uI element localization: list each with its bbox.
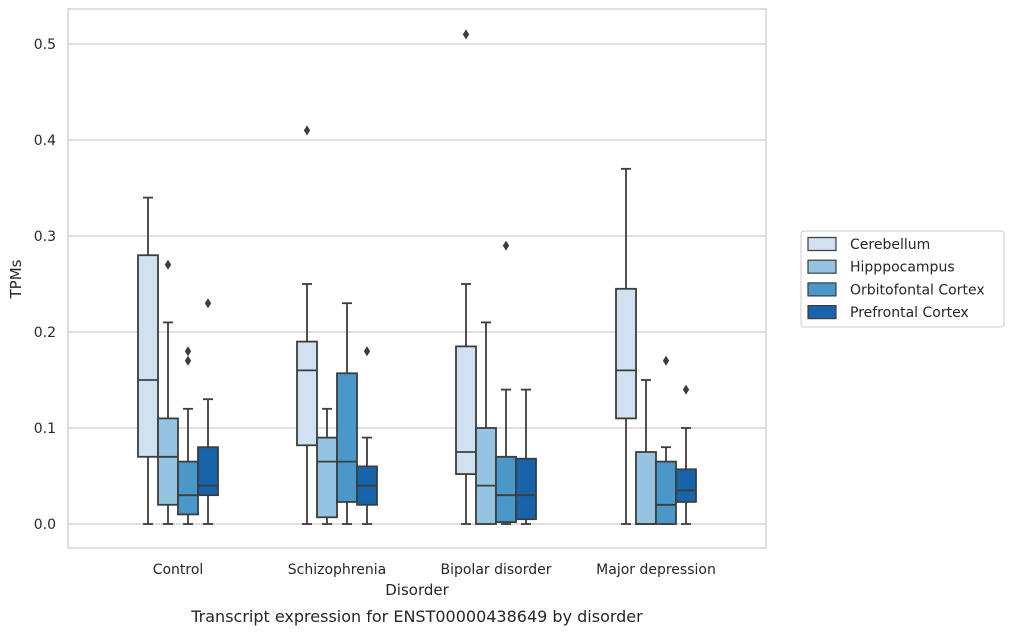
- box-body: [475, 427, 497, 525]
- box-orbitofontal-cortex-2: [495, 240, 517, 525]
- box-body: [635, 451, 657, 525]
- box-body: [336, 372, 358, 503]
- box-prefrontal-cortex-1: [356, 346, 378, 525]
- outlier-point: [184, 346, 192, 357]
- box-orbitofontal-cortex-1: [336, 302, 358, 525]
- box-prefrontal-cortex-3: [675, 384, 697, 525]
- outlier-point: [303, 125, 311, 136]
- box-body: [197, 446, 219, 497]
- x-tick-label: Bipolar disorder: [440, 562, 551, 578]
- box-body: [655, 460, 677, 525]
- outlier-point: [164, 259, 172, 270]
- outlier-point: [502, 240, 510, 251]
- x-axis-ticks: Control Schizophrenia Bipolar disorder Majo…: [153, 562, 716, 578]
- box-cerebellum-0: [137, 196, 159, 525]
- legend-swatch: [807, 259, 837, 274]
- box-body: [296, 340, 318, 447]
- x-tick-label: Major depression: [596, 562, 716, 578]
- box-cerebellum-2: [455, 29, 477, 525]
- box-hipppocampus-0: [157, 259, 179, 525]
- legend-swatch: [807, 282, 837, 297]
- x-tick-label: Schizophrenia: [288, 562, 386, 578]
- x-tick-label: Control: [153, 562, 204, 578]
- y-tick-label: 0.4: [34, 133, 56, 149]
- legend-swatch: [807, 305, 837, 320]
- legend-label: Hipppocampus: [850, 260, 955, 276]
- box-body: [615, 287, 637, 420]
- legend-label: Cerebellum: [850, 237, 930, 253]
- outlier-point: [662, 355, 670, 366]
- box-body: [137, 254, 159, 458]
- y-tick-label: 0.1: [34, 421, 56, 437]
- outlier-point: [204, 298, 212, 309]
- box-body: [177, 460, 199, 516]
- outlier-point: [682, 384, 690, 395]
- box-cerebellum-1: [296, 125, 318, 525]
- y-tick-label: 0.2: [34, 325, 56, 341]
- legend-label: Orbitofontal Cortex: [850, 282, 985, 298]
- box-body: [157, 417, 179, 506]
- box-hipppocampus-3: [635, 379, 657, 525]
- box-body: [316, 436, 338, 519]
- y-tick-label: 0.5: [34, 37, 56, 53]
- box-body: [675, 468, 697, 503]
- boxes: [137, 29, 697, 525]
- figure-caption: Transcript expression for ENST0000043864…: [190, 607, 643, 626]
- box-body: [455, 345, 477, 475]
- y-tick-label: 0.3: [34, 229, 56, 245]
- x-axis-label: Disorder: [385, 581, 449, 599]
- y-axis-label: TPMs: [7, 259, 25, 299]
- outlier-point: [184, 355, 192, 366]
- y-tick-label: 0.0: [34, 517, 56, 533]
- outlier-point: [462, 29, 470, 40]
- box-prefrontal-cortex-2: [515, 388, 537, 525]
- legend-swatch: [807, 236, 837, 252]
- box-orbitofontal-cortex-0: [177, 346, 199, 525]
- box-prefrontal-cortex-0: [197, 298, 219, 525]
- legend-frame: [800, 230, 1005, 328]
- box-orbitofontal-cortex-3: [655, 355, 677, 525]
- box-hipppocampus-1: [316, 407, 338, 525]
- box-cerebellum-3: [615, 167, 637, 525]
- plot-area-frame: [67, 8, 767, 549]
- outlier-point: [363, 346, 371, 357]
- y-axis-ticks: 0.0 0.1 0.2 0.3 0.4 0.5: [34, 37, 56, 533]
- legend: Cerebellum Hipppocampus Orbitofontal Corte…: [800, 230, 1005, 328]
- box-body: [495, 455, 517, 523]
- box-body: [515, 457, 537, 521]
- box-hipppocampus-2: [475, 321, 497, 525]
- legend-label: Prefrontal Cortex: [850, 305, 969, 321]
